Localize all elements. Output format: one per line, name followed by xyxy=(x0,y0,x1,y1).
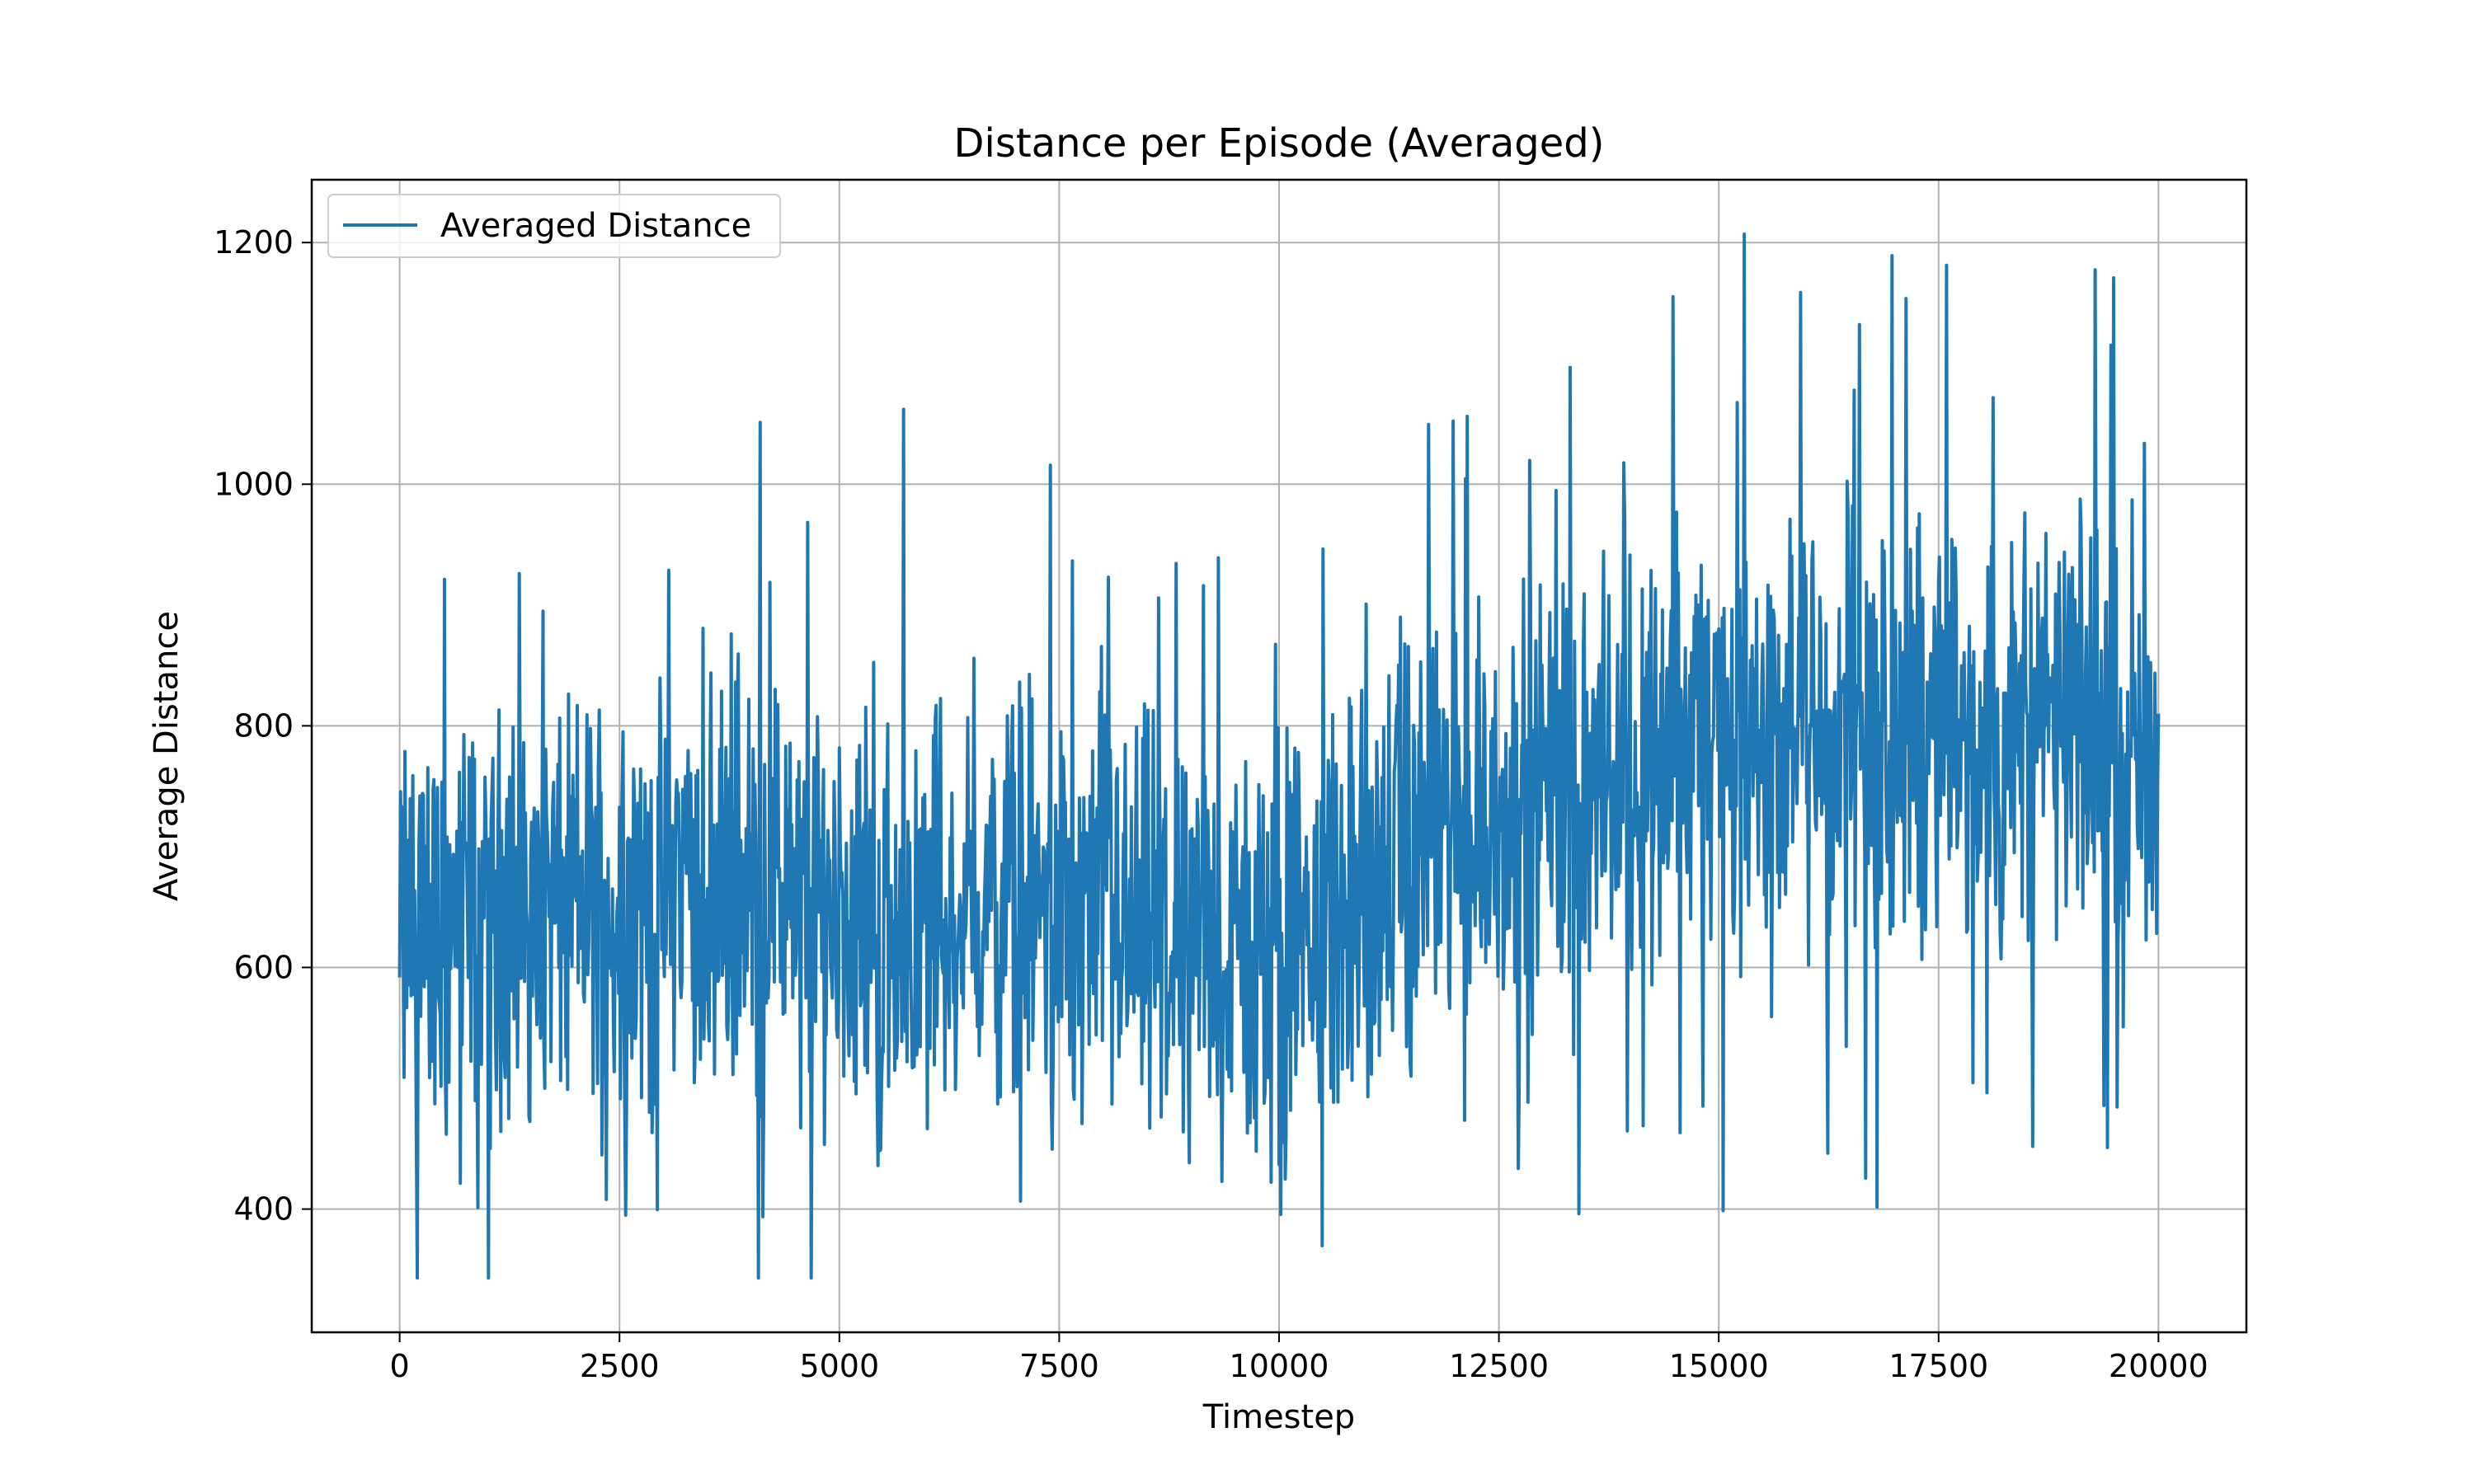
y-axis-label: Average Distance xyxy=(148,611,186,901)
x-tick-label: 12500 xyxy=(1449,1348,1549,1384)
legend: Averaged Distance xyxy=(327,194,781,258)
y-tick-label: 800 xyxy=(233,707,294,744)
legend-box xyxy=(327,194,781,258)
series-line-averaged-distance xyxy=(397,232,2161,1280)
plot-area xyxy=(397,232,2161,1280)
x-tick-label: 5000 xyxy=(799,1348,879,1384)
x-tick-label: 2500 xyxy=(580,1348,660,1384)
chart-title: Distance per Episode (Averaged) xyxy=(954,120,1605,167)
y-tick-label: 1000 xyxy=(214,466,294,502)
x-axis-ticks: 0 2500 5000 7500 10000 12500 15000 17500 20000 xyxy=(390,1332,2208,1384)
x-axis-label: Timestep xyxy=(1202,1398,1355,1436)
y-tick-label: 1200 xyxy=(214,224,294,261)
x-tick-label: 17500 xyxy=(1888,1348,1988,1384)
x-tick-label: 20000 xyxy=(2109,1348,2208,1384)
x-tick-label: 7500 xyxy=(1019,1348,1099,1384)
y-tick-label: 600 xyxy=(233,949,294,985)
x-tick-label: 0 xyxy=(390,1348,410,1384)
legend-label: Averaged Distance xyxy=(440,207,751,245)
x-tick-label: 10000 xyxy=(1230,1348,1329,1384)
y-axis-ticks: 400 600 800 1000 1200 xyxy=(214,224,312,1228)
x-tick-label: 15000 xyxy=(1669,1348,1769,1384)
y-tick-label: 400 xyxy=(233,1191,294,1228)
